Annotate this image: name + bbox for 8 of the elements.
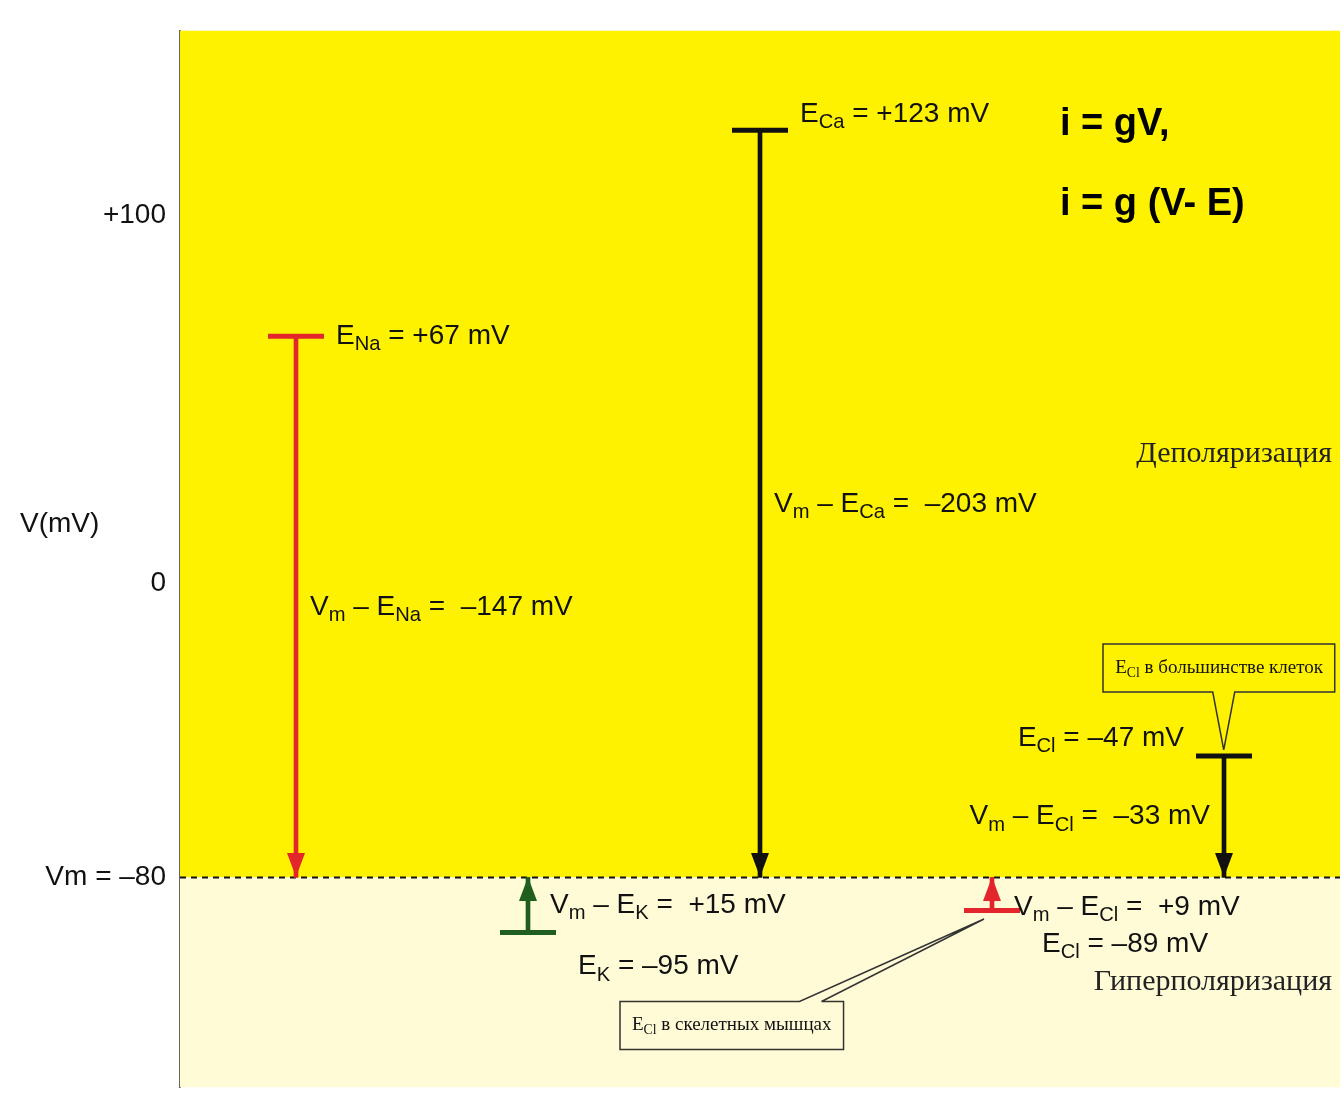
y-axis-title: V(mV) — [20, 506, 100, 538]
annotation: i = gV, — [1060, 101, 1170, 144]
annotation: i = g (V- E) — [1060, 181, 1245, 224]
band-label: Деполяризация — [1136, 434, 1333, 468]
band-label: Гиперполяризация — [1093, 963, 1333, 997]
y-tick-label: +100 — [102, 197, 166, 229]
y-tick-label: 0 — [150, 565, 166, 597]
y-tick-label: Vm = –80 — [45, 860, 166, 892]
